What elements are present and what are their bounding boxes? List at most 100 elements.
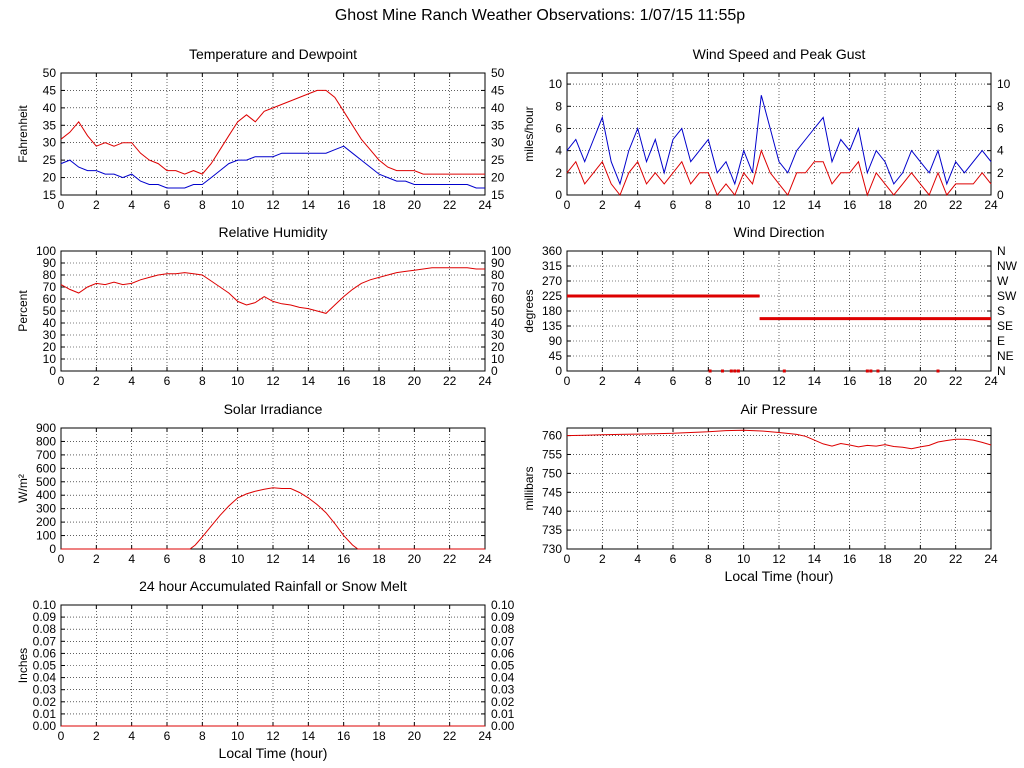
y-tick-label-right: 0.02 <box>491 695 515 709</box>
x-tick-label: 20 <box>408 198 422 212</box>
y-tick-label-right: 0 <box>491 364 498 378</box>
y-tick-label: 180 <box>542 304 562 318</box>
y-tick-label: 45 <box>43 83 57 97</box>
x-tick-label: 6 <box>670 552 677 566</box>
y-tick-label: 0.10 <box>33 598 57 612</box>
x-tick-label: 18 <box>372 198 386 212</box>
x-tick-label: 8 <box>199 374 206 388</box>
x-tick-label: 14 <box>302 729 316 743</box>
x-tick-label: 12 <box>772 198 786 212</box>
x-tick-label: 6 <box>164 374 171 388</box>
x-tick-label: 18 <box>372 552 386 566</box>
x-tick-label: 4 <box>128 198 135 212</box>
y-tick-label-right: 10 <box>997 77 1011 91</box>
x-tick-label: 16 <box>337 374 351 388</box>
series-line-1 <box>566 149 992 197</box>
series-line-1 <box>60 145 485 189</box>
y-tick-label: 30 <box>43 328 57 342</box>
y-tick-label-right: 20 <box>491 171 505 185</box>
y-tick-label-right: 8 <box>997 99 1004 113</box>
direction-point <box>936 369 940 373</box>
x-tick-label: 10 <box>231 552 245 566</box>
y-tick-label-right: NW <box>997 259 1018 273</box>
x-tick-label: 2 <box>93 729 100 743</box>
series-line-0 <box>60 267 485 314</box>
x-tick-label: 10 <box>231 729 245 743</box>
y-tick-label: 360 <box>542 244 562 258</box>
y-tick-label-right: 0.07 <box>491 634 515 648</box>
x-tick-label: 20 <box>408 552 422 566</box>
x-tick-label: 16 <box>337 198 351 212</box>
x-tick-label: 8 <box>199 729 206 743</box>
x-tick-label: 12 <box>266 729 280 743</box>
y-tick-label: 40 <box>43 101 57 115</box>
y-tick-label-right: N <box>997 364 1006 378</box>
x-tick-label: 8 <box>199 552 206 566</box>
y-tick-label: 225 <box>542 289 562 303</box>
x-tick-label: 24 <box>478 198 492 212</box>
x-tick-label: 18 <box>878 552 892 566</box>
x-tick-label: 22 <box>443 552 457 566</box>
x-tick-label: 10 <box>737 374 751 388</box>
x-tick-label: 18 <box>878 374 892 388</box>
y-tick-label-right: 40 <box>491 101 505 115</box>
y-tick-label-right: 0.10 <box>491 598 515 612</box>
y-tick-label: 0.01 <box>33 707 57 721</box>
y-tick-label-right: 0.06 <box>491 646 515 660</box>
y-tick-label-right: 35 <box>491 118 505 132</box>
y-tick-label: 135 <box>542 319 562 333</box>
x-tick-label: 14 <box>302 374 316 388</box>
x-tick-label: 0 <box>564 198 571 212</box>
y-tick-label-right: 0.05 <box>491 659 515 673</box>
x-tick-label: 16 <box>843 552 857 566</box>
y-tick-label: 8 <box>555 99 562 113</box>
x-tick-label: 0 <box>58 374 65 388</box>
x-tick-label: 18 <box>878 198 892 212</box>
y-tick-label: 755 <box>542 447 562 461</box>
y-tick-label-right: 100 <box>491 244 511 258</box>
direction-point <box>782 369 786 373</box>
y-tick-label: 0.04 <box>33 671 57 685</box>
y-tick-label-right: 0.04 <box>491 671 515 685</box>
y-tick-label: 300 <box>36 502 56 516</box>
x-tick-label: 14 <box>302 552 316 566</box>
x-tick-label: 18 <box>372 729 386 743</box>
y-tick-label-right: 40 <box>491 316 505 330</box>
y-tick-label-right: 6 <box>997 121 1004 135</box>
x-tick-label: 20 <box>914 552 928 566</box>
y-tick-label-right: 2 <box>997 166 1004 180</box>
x-tick-label: 0 <box>58 552 65 566</box>
y-axis-label: miles/hour <box>522 106 536 161</box>
y-tick-label: 30 <box>43 136 57 150</box>
x-tick-label: 6 <box>670 374 677 388</box>
x-tick-label: 12 <box>266 552 280 566</box>
series-line-0 <box>566 429 992 450</box>
y-tick-label: 100 <box>36 244 56 258</box>
y-tick-label-right: 4 <box>997 144 1004 158</box>
y-tick-label: 0 <box>555 188 562 202</box>
y-tick-label-right: 0 <box>997 188 1004 202</box>
x-tick-label: 4 <box>634 552 641 566</box>
x-tick-label: 10 <box>737 552 751 566</box>
y-tick-label: 750 <box>542 466 562 480</box>
y-tick-label-right: 25 <box>491 153 505 167</box>
y-axis-label: millibars <box>522 466 536 510</box>
y-tick-label: 0.03 <box>33 683 57 697</box>
x-tick-label: 18 <box>372 374 386 388</box>
x-tick-label: 24 <box>984 552 998 566</box>
y-tick-label: 200 <box>36 515 56 529</box>
direction-point <box>876 369 880 373</box>
page-title: Ghost Mine Ranch Weather Observations: 1… <box>334 7 746 24</box>
x-tick-label: 2 <box>93 374 100 388</box>
y-tick-label: 740 <box>542 504 562 518</box>
y-tick-label: 0.07 <box>33 634 57 648</box>
y-tick-label-right: 0.08 <box>491 622 515 636</box>
y-tick-label: 600 <box>36 461 56 475</box>
x-tick-label: 2 <box>599 198 606 212</box>
y-tick-label-right: S <box>997 304 1005 318</box>
y-tick-label: 20 <box>43 171 57 185</box>
y-tick-label: 90 <box>549 334 563 348</box>
y-tick-label: 400 <box>36 488 56 502</box>
